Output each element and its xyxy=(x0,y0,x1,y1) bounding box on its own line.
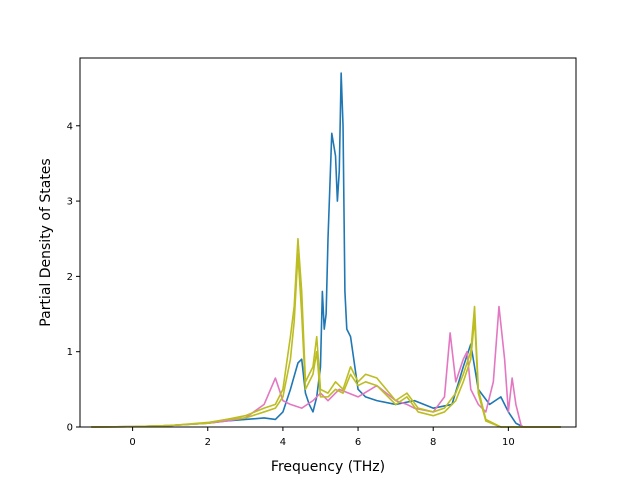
x-tick-label: 6 xyxy=(355,437,361,448)
series-line-1 xyxy=(91,305,561,428)
plot-frame xyxy=(79,57,577,428)
series-line-0 xyxy=(91,72,561,428)
y-tick-label: 3 xyxy=(67,197,73,208)
y-tick-label: 0 xyxy=(67,423,73,434)
x-axis-label: Frequency (THz) xyxy=(271,459,385,475)
x-tick-label: 4 xyxy=(280,437,286,448)
y-tick-label: 4 xyxy=(67,121,73,132)
y-tick-label: 2 xyxy=(67,272,73,283)
x-tick-label: 8 xyxy=(430,437,436,448)
x-tick-label: 10 xyxy=(502,437,515,448)
series-line-3 xyxy=(91,253,561,428)
series-line-2 xyxy=(91,237,561,428)
x-axis-ticks: 0 2 4 6 8 10 xyxy=(129,427,515,448)
y-axis-ticks: 0 1 2 3 4 xyxy=(67,121,80,434)
series-layer xyxy=(91,72,561,428)
y-axis-label: Partial Density of States xyxy=(38,158,54,326)
x-tick-label: 2 xyxy=(205,437,211,448)
y-tick-label: 1 xyxy=(67,347,73,358)
x-tick-label: 0 xyxy=(129,437,135,448)
